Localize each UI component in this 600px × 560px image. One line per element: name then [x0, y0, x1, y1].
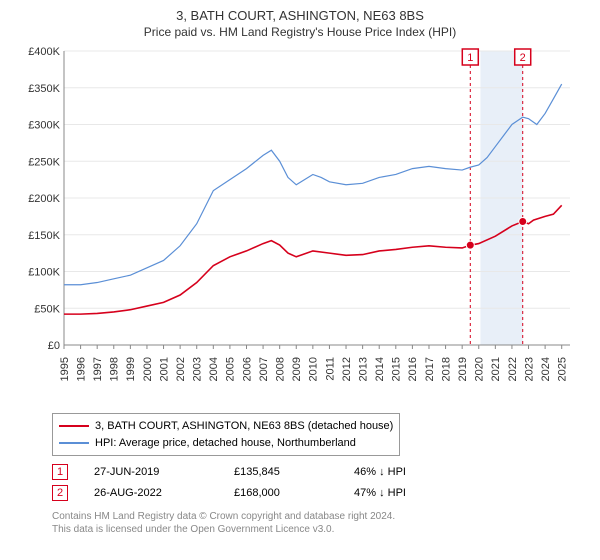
svg-text:2: 2: [520, 52, 526, 64]
svg-text:2001: 2001: [158, 357, 170, 381]
sale-marker: 1: [52, 464, 68, 480]
svg-text:1999: 1999: [125, 357, 137, 381]
svg-text:2007: 2007: [258, 357, 270, 381]
svg-text:2016: 2016: [407, 357, 419, 381]
svg-text:2006: 2006: [241, 357, 253, 381]
svg-text:£300K: £300K: [28, 120, 60, 132]
svg-text:2000: 2000: [142, 357, 154, 381]
sale-price: £135,845: [234, 462, 354, 483]
svg-text:2004: 2004: [208, 357, 220, 381]
sale-date: 27-JUN-2019: [94, 462, 234, 483]
svg-text:£350K: £350K: [28, 83, 60, 95]
svg-text:£0: £0: [48, 340, 60, 352]
sale-row: 1 27-JUN-2019£135,84546% ↓ HPI: [52, 462, 600, 483]
svg-text:1995: 1995: [59, 357, 71, 381]
svg-text:2024: 2024: [540, 357, 552, 381]
svg-text:2014: 2014: [374, 357, 386, 381]
svg-text:2002: 2002: [175, 357, 187, 381]
page-root: 3, BATH COURT, ASHINGTON, NE63 8BS Price…: [0, 0, 600, 560]
svg-text:2022: 2022: [507, 357, 519, 381]
sale-pct: 46% ↓ HPI: [354, 462, 474, 483]
svg-text:2017: 2017: [424, 357, 436, 381]
svg-text:2025: 2025: [557, 357, 569, 381]
svg-text:2018: 2018: [440, 357, 452, 381]
svg-text:£400K: £400K: [28, 46, 60, 58]
svg-text:2010: 2010: [308, 357, 320, 381]
svg-text:£200K: £200K: [28, 193, 60, 205]
svg-text:1998: 1998: [109, 357, 121, 381]
svg-text:2023: 2023: [523, 357, 535, 381]
legend-swatch: [59, 425, 89, 427]
footer-line-2: This data is licensed under the Open Gov…: [52, 523, 600, 536]
chart-title: 3, BATH COURT, ASHINGTON, NE63 8BS: [0, 0, 600, 23]
sale-price: £168,000: [234, 483, 354, 504]
sales-table: 1 27-JUN-2019£135,84546% ↓ HPI 2 26-AUG-202…: [52, 462, 600, 504]
svg-text:£250K: £250K: [28, 156, 60, 168]
svg-text:£100K: £100K: [28, 267, 60, 279]
svg-text:1997: 1997: [92, 357, 104, 381]
svg-text:£50K: £50K: [34, 303, 60, 315]
legend-swatch: [59, 442, 89, 444]
svg-text:2008: 2008: [275, 357, 287, 381]
legend-item: 3, BATH COURT, ASHINGTON, NE63 8BS (deta…: [59, 418, 393, 435]
sale-date: 26-AUG-2022: [94, 483, 234, 504]
svg-text:2011: 2011: [324, 357, 336, 381]
svg-text:2015: 2015: [391, 357, 403, 381]
svg-text:2021: 2021: [490, 357, 502, 381]
footer-attribution: Contains HM Land Registry data © Crown c…: [52, 510, 600, 536]
svg-text:£150K: £150K: [28, 230, 60, 242]
sale-pct: 47% ↓ HPI: [354, 483, 474, 504]
svg-text:1996: 1996: [75, 357, 87, 381]
svg-text:1: 1: [467, 52, 473, 64]
svg-text:2020: 2020: [474, 357, 486, 381]
svg-text:2005: 2005: [225, 357, 237, 381]
legend: 3, BATH COURT, ASHINGTON, NE63 8BS (deta…: [52, 413, 400, 456]
sale-marker: 2: [52, 485, 68, 501]
footer-line-1: Contains HM Land Registry data © Crown c…: [52, 510, 600, 523]
svg-text:2012: 2012: [341, 357, 353, 381]
sale-row: 2 26-AUG-2022£168,00047% ↓ HPI: [52, 483, 600, 504]
svg-text:2009: 2009: [291, 357, 303, 381]
svg-text:2013: 2013: [357, 357, 369, 381]
svg-text:2003: 2003: [192, 357, 204, 381]
line-chart: £0 £50K £100K £150K £200K £250K £300K £350K £400…: [20, 45, 580, 405]
chart-subtitle: Price paid vs. HM Land Registry's House …: [0, 23, 600, 45]
svg-text:2019: 2019: [457, 357, 469, 381]
legend-label: 3, BATH COURT, ASHINGTON, NE63 8BS (deta…: [95, 418, 393, 435]
chart-area: £0 £50K £100K £150K £200K £250K £300K £350K £400…: [20, 45, 580, 405]
legend-item: HPI: Average price, detached house, Nort…: [59, 435, 393, 452]
legend-label: HPI: Average price, detached house, Nort…: [95, 435, 356, 452]
